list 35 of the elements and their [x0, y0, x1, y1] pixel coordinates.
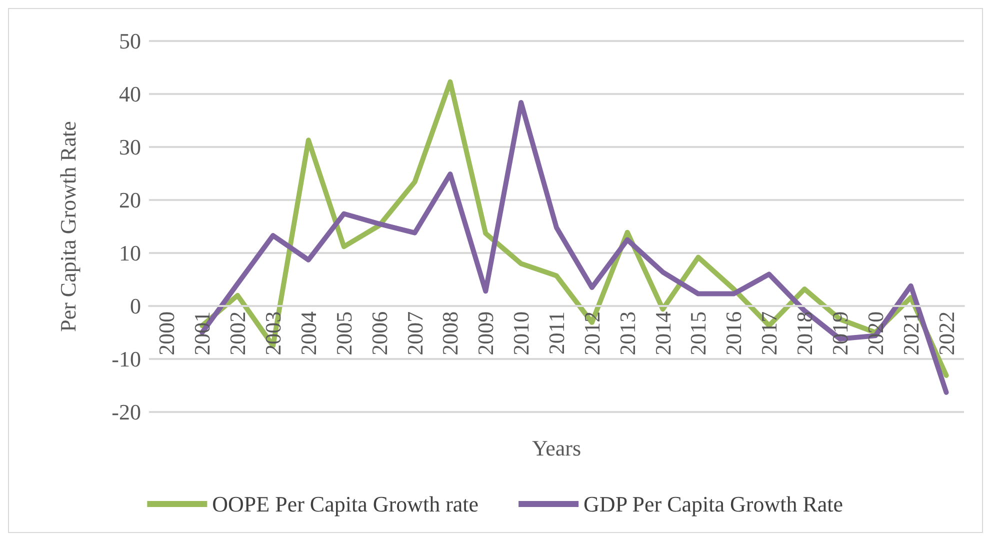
legend-label: OOPE Per Capita Growth rate	[212, 492, 479, 516]
x-tick-label: 2002	[225, 311, 250, 356]
x-tick-label: 2005	[331, 311, 356, 356]
x-tick-label: 2008	[438, 311, 463, 356]
x-tick-label: 2017	[756, 311, 782, 356]
x-axis-title: Years	[532, 436, 582, 460]
y-tick-label: 40	[119, 82, 141, 106]
x-tick-label: 2000	[154, 311, 180, 356]
x-tick-label: 2016	[721, 311, 746, 356]
y-tick-label: 30	[119, 134, 141, 160]
legend-label: GDP Per Capita Growth Rate	[584, 492, 844, 516]
x-tick-label: 2022	[934, 311, 959, 356]
x-tick-label: 2006	[366, 311, 392, 356]
x-tick-label: 2021	[898, 311, 924, 356]
x-tick-label: 2007	[402, 311, 428, 356]
x-tick-label: 2014	[650, 311, 676, 356]
y-tick-label: -20	[112, 400, 141, 424]
x-tick-label: 2004	[296, 311, 321, 356]
x-tick-label: 2013	[614, 311, 640, 356]
x-tick-label: 2019	[827, 311, 852, 356]
y-axis-title: Per Capita Growth Rate	[56, 121, 80, 332]
x-tick-label: 2001	[190, 311, 215, 356]
x-tick-label: 2003	[260, 311, 286, 356]
x-tick-label: 2018	[792, 311, 818, 356]
y-tick-label: 0	[130, 294, 141, 318]
x-tick-label: 2020	[862, 311, 888, 356]
y-tick-label: 50	[119, 28, 141, 54]
y-tick-label: -10	[112, 346, 141, 372]
x-tick-label: 2010	[508, 311, 534, 356]
y-tick-label: 20	[119, 188, 141, 212]
x-tick-label: 2015	[686, 311, 711, 356]
x-tick-label: 2012	[579, 311, 604, 356]
y-tick-label: 10	[119, 240, 141, 266]
x-tick-label: 2009	[473, 311, 498, 356]
x-tick-label: 2011	[544, 311, 569, 355]
